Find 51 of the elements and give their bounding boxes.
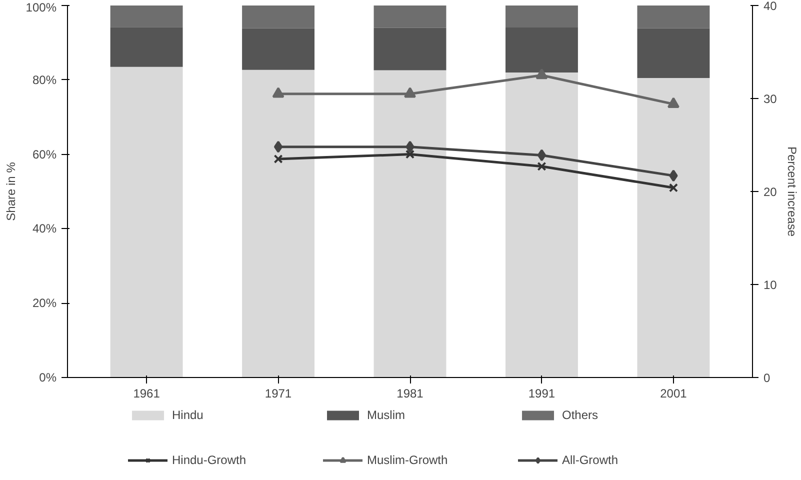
bar <box>374 6 446 28</box>
point <box>668 183 678 192</box>
point <box>274 154 283 164</box>
bar <box>242 6 314 28</box>
point <box>274 140 283 153</box>
y2-axis-title: Percent increase <box>784 146 799 237</box>
x-tick-label: 1961 <box>133 386 160 400</box>
bar <box>242 28 314 70</box>
y2-tick-label: 20 <box>764 185 778 199</box>
y-tick-label: 100% <box>26 0 57 14</box>
bar <box>506 27 578 72</box>
point <box>406 140 414 153</box>
y-tick-label: 20% <box>32 296 57 310</box>
y-axis-title: Share in % <box>4 162 18 221</box>
point <box>667 97 680 108</box>
bar <box>506 72 578 378</box>
x-tick-label: 2001 <box>660 386 688 400</box>
y2-tick-label: 30 <box>764 92 778 106</box>
point <box>537 162 546 171</box>
legend-label: All-Growth <box>562 453 620 467</box>
point <box>536 68 548 80</box>
bar <box>110 6 183 28</box>
bar <box>637 28 710 78</box>
bar <box>110 66 183 378</box>
legend-label: Hindu-Growth <box>172 453 248 467</box>
bar <box>242 70 314 378</box>
x-tick-label: 1991 <box>528 386 556 400</box>
y-tick-label: 60% <box>32 147 57 162</box>
y2-tick-label: 10 <box>764 278 778 292</box>
point <box>405 150 415 159</box>
legend-label: Others <box>562 408 600 422</box>
legend-label: Muslim-Growth <box>367 453 449 467</box>
point <box>272 87 284 98</box>
bar <box>110 27 183 67</box>
bar <box>637 78 710 378</box>
point <box>537 149 546 162</box>
x-tick-label: 1981 <box>396 386 424 400</box>
y2-tick-label: 0 <box>764 371 770 385</box>
point <box>669 170 678 182</box>
x-tick-label: 1971 <box>264 386 292 400</box>
y-tick-label: 80% <box>32 72 57 87</box>
bar <box>374 28 446 70</box>
y-tick-label: 0% <box>39 370 57 384</box>
legend-label: Muslim <box>367 408 406 422</box>
y2-tick-label: 40 <box>764 0 778 13</box>
legend-label: Hindu <box>172 408 204 422</box>
bar <box>637 6 710 28</box>
y-tick-label: 40% <box>32 222 57 236</box>
bar <box>506 6 578 28</box>
bar <box>374 70 446 378</box>
point <box>404 87 416 98</box>
